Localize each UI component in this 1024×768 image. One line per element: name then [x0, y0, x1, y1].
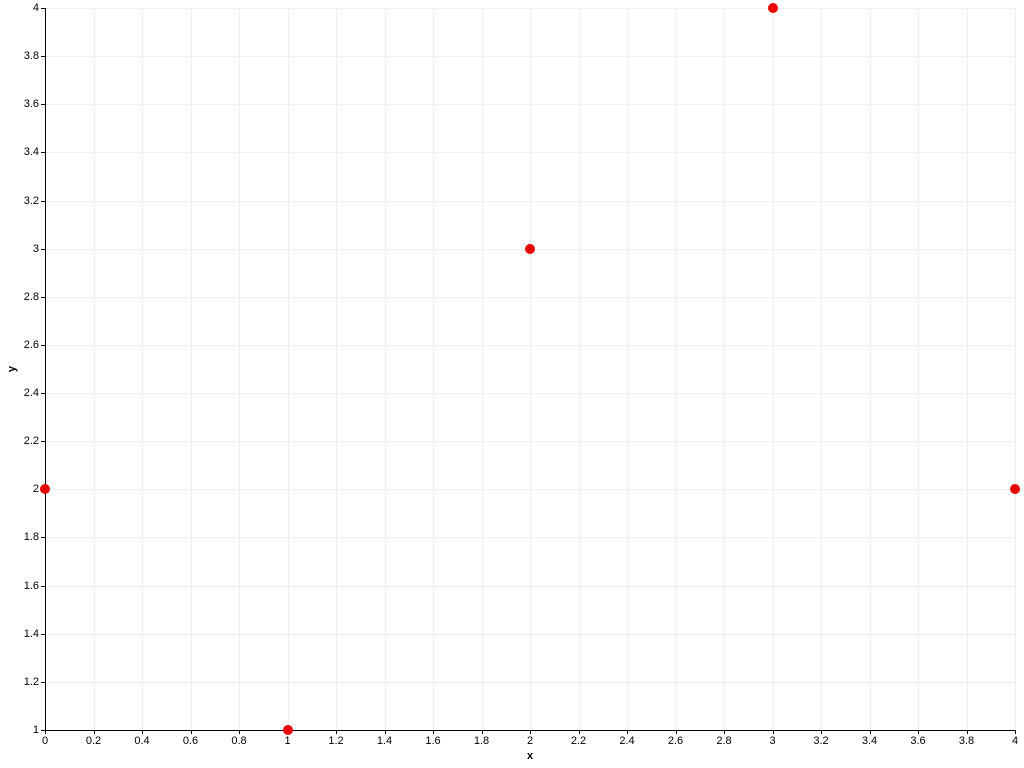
y-tick-label: 1.4 [24, 628, 39, 640]
x-gridline [918, 8, 919, 730]
y-tick-label: 1.6 [24, 580, 39, 592]
y-tick-label: 3 [33, 243, 39, 255]
y-gridline [45, 152, 1015, 153]
x-gridline [530, 8, 531, 730]
x-tick-label: 2.4 [619, 735, 634, 747]
x-gridline [1015, 8, 1016, 730]
y-gridline [45, 441, 1015, 442]
y-gridline [45, 489, 1015, 490]
x-gridline [94, 8, 95, 730]
data-point [525, 244, 535, 254]
x-gridline [870, 8, 871, 730]
y-tick-label: 1 [33, 724, 39, 736]
y-tick-label: 3.8 [24, 50, 39, 62]
x-gridline [336, 8, 337, 730]
x-gridline [288, 8, 289, 730]
x-tick-label: 4 [1012, 735, 1018, 747]
y-axis-title: y [6, 366, 18, 372]
y-axis-line [45, 8, 46, 730]
y-tick-label: 2.8 [24, 291, 39, 303]
x-axis-line [45, 730, 1015, 731]
x-tick-label: 1.8 [474, 735, 489, 747]
x-tick-label: 1.4 [377, 735, 392, 747]
x-gridline [239, 8, 240, 730]
x-gridline [821, 8, 822, 730]
x-tick-label: 1.2 [328, 735, 343, 747]
x-tick-label: 2 [527, 735, 533, 747]
data-point [40, 484, 50, 494]
x-gridline [142, 8, 143, 730]
y-tick-label: 2.2 [24, 435, 39, 447]
data-point [283, 725, 293, 735]
x-tick-label: 0.2 [86, 735, 101, 747]
data-point [768, 3, 778, 13]
x-gridline [967, 8, 968, 730]
x-tick-label: 0.4 [134, 735, 149, 747]
y-tick-label: 3.2 [24, 195, 39, 207]
x-tick-label: 3.4 [862, 735, 877, 747]
y-tick-label: 1.2 [24, 676, 39, 688]
y-tick-label: 2.6 [24, 339, 39, 351]
x-gridline [676, 8, 677, 730]
x-gridline [433, 8, 434, 730]
y-gridline [45, 393, 1015, 394]
x-axis-title: x [527, 750, 533, 762]
x-gridline [385, 8, 386, 730]
x-gridline [627, 8, 628, 730]
x-tick-mark [1015, 730, 1016, 734]
y-gridline [45, 634, 1015, 635]
y-tick-label: 1.8 [24, 531, 39, 543]
x-tick-label: 0.6 [183, 735, 198, 747]
y-tick-label: 2 [33, 483, 39, 495]
y-gridline [45, 56, 1015, 57]
x-tick-label: 2.2 [571, 735, 586, 747]
x-tick-label: 0 [42, 735, 48, 747]
x-tick-label: 3.8 [959, 735, 974, 747]
x-gridline [191, 8, 192, 730]
y-gridline [45, 104, 1015, 105]
x-gridline [773, 8, 774, 730]
x-gridline [579, 8, 580, 730]
x-tick-label: 0.8 [231, 735, 246, 747]
x-tick-label: 1.6 [425, 735, 440, 747]
scatter-chart: x y 0 0.2 0.4 0.6 0.8 1 1.2 1.4 1.6 1.8 2 2.2 2.4 2.6… [0, 0, 1024, 768]
y-gridline [45, 537, 1015, 538]
y-gridline [45, 682, 1015, 683]
y-tick-label: 3.4 [24, 146, 39, 158]
x-tick-label: 2.6 [668, 735, 683, 747]
x-tick-label: 1 [284, 735, 290, 747]
y-tick-label: 2.4 [24, 387, 39, 399]
x-gridline [724, 8, 725, 730]
data-point [1010, 484, 1020, 494]
y-gridline [45, 201, 1015, 202]
x-gridline [482, 8, 483, 730]
y-tick-label: 4 [33, 2, 39, 14]
y-gridline [45, 297, 1015, 298]
y-gridline [45, 345, 1015, 346]
y-tick-label: 3.6 [24, 98, 39, 110]
x-tick-label: 3 [769, 735, 775, 747]
y-gridline [45, 8, 1015, 9]
plot-area [45, 8, 1015, 730]
y-gridline [45, 586, 1015, 587]
x-tick-label: 3.6 [910, 735, 925, 747]
x-tick-label: 2.8 [716, 735, 731, 747]
x-tick-label: 3.2 [813, 735, 828, 747]
